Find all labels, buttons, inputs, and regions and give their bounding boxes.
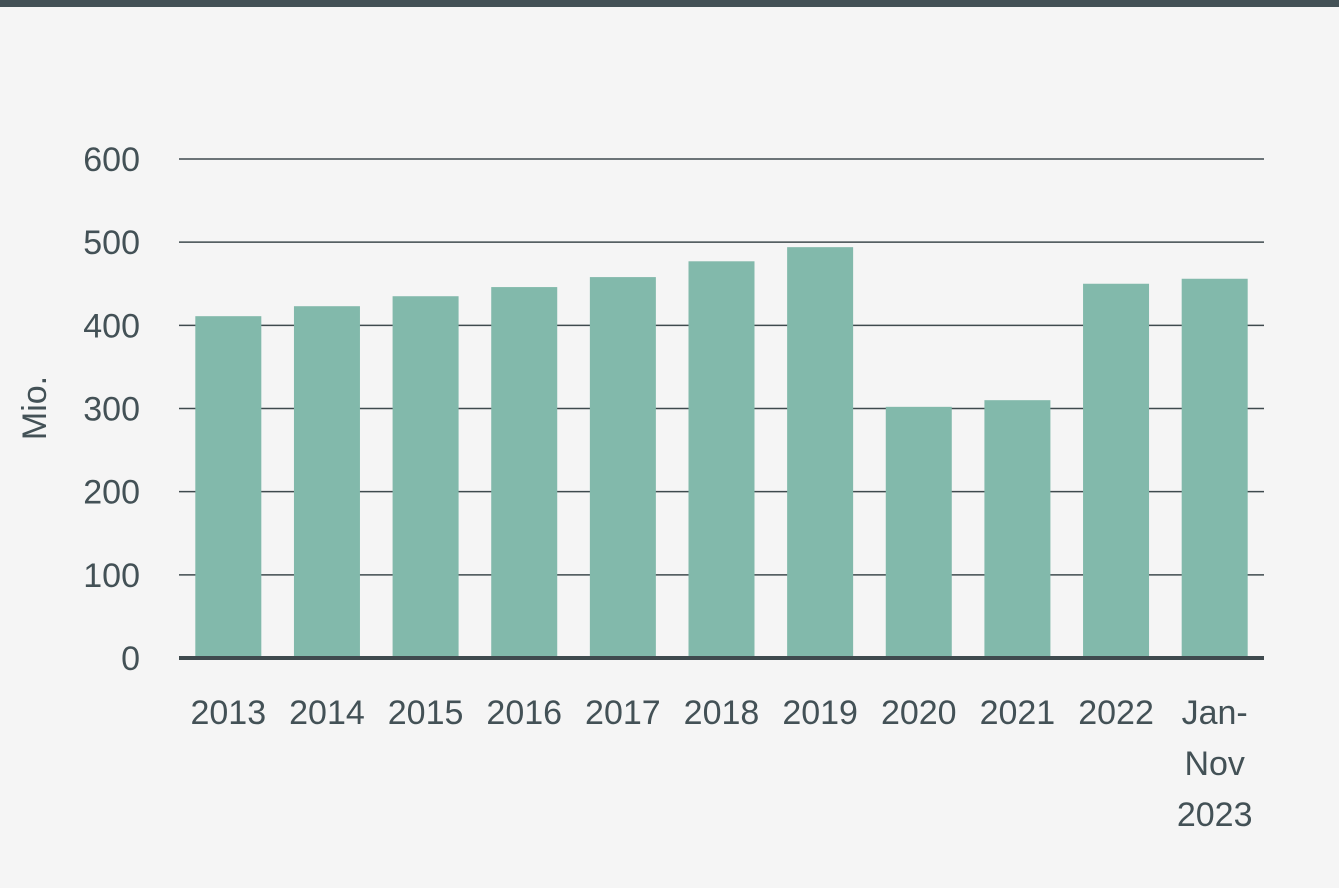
x-tick-label: 2015 bbox=[388, 694, 464, 732]
y-tick-label: 400 bbox=[83, 307, 140, 345]
x-tick-label: 2013 bbox=[190, 694, 266, 732]
bar bbox=[885, 406, 952, 658]
y-tick-label: 200 bbox=[83, 474, 140, 512]
x-tick-label: 2018 bbox=[684, 694, 760, 732]
x-tick-label: 2016 bbox=[486, 694, 562, 732]
x-tick-label: Jan-Nov 2023 bbox=[1177, 694, 1253, 834]
x-tick-label: 2014 bbox=[289, 694, 365, 732]
bar bbox=[787, 247, 854, 658]
y-tick-label: 0 bbox=[121, 640, 140, 678]
bar bbox=[1181, 278, 1248, 658]
x-tick-label: 2021 bbox=[980, 694, 1056, 732]
x-tick-label: 2022 bbox=[1078, 694, 1154, 732]
bar bbox=[688, 261, 755, 658]
x-tick-label: 2017 bbox=[585, 694, 661, 732]
y-axis-label: Mio. bbox=[16, 376, 54, 440]
y-tick-label: 600 bbox=[83, 141, 140, 179]
bar bbox=[589, 277, 656, 658]
bar bbox=[293, 306, 360, 658]
bar bbox=[392, 296, 459, 658]
bar bbox=[195, 316, 262, 658]
top-bar bbox=[0, 0, 1339, 7]
bar bbox=[984, 400, 1051, 658]
y-tick-label: 500 bbox=[83, 224, 140, 262]
bar bbox=[1083, 283, 1150, 658]
y-tick-label: 300 bbox=[83, 391, 140, 429]
bar bbox=[491, 287, 558, 658]
x-tick-label: 2019 bbox=[782, 694, 858, 732]
y-tick-label: 100 bbox=[83, 557, 140, 595]
x-tick-label: 2020 bbox=[881, 694, 957, 732]
